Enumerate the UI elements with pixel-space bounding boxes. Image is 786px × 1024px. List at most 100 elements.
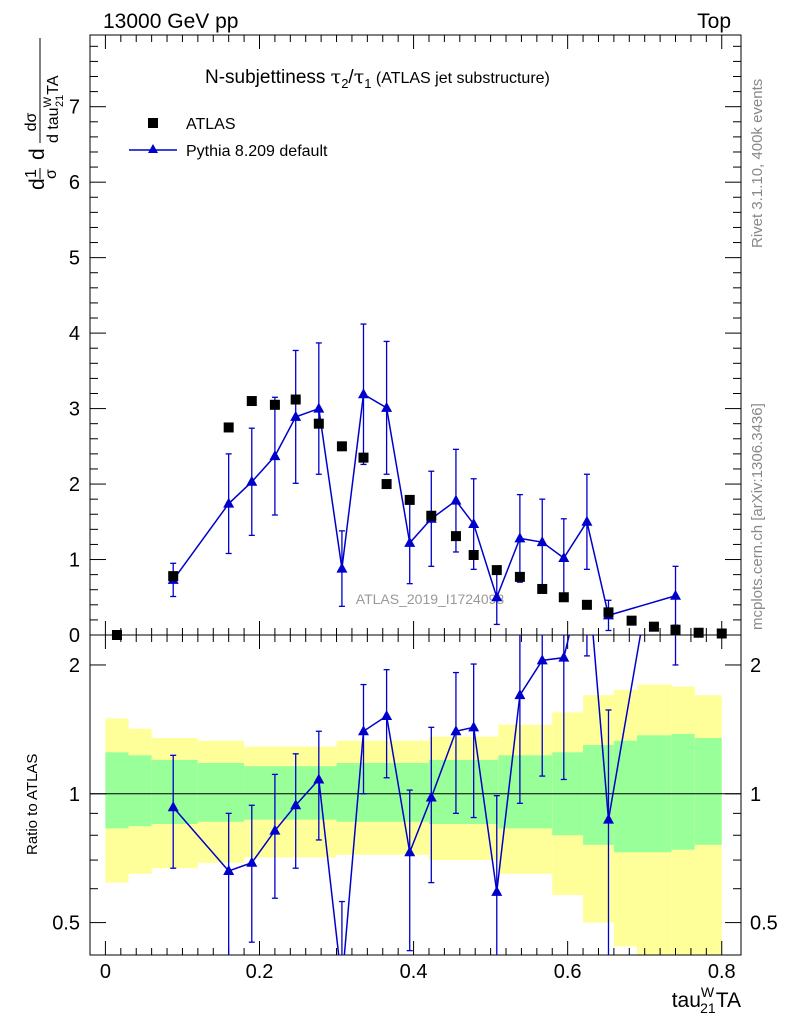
atlas-point — [603, 607, 614, 618]
band-green-12 — [671, 733, 695, 850]
pythia-point — [514, 532, 526, 543]
band-green-7 — [498, 755, 553, 829]
header-left: 13000 GeV pp — [103, 10, 238, 33]
xtick-label: 0 — [100, 961, 111, 983]
pythia-ratio-point — [313, 773, 325, 784]
atlas-point — [537, 583, 548, 594]
header-right: Top — [697, 10, 731, 33]
pythia-ratio-line — [172, 635, 642, 955]
atlas-point — [450, 531, 461, 542]
main-ytick-label: 2 — [69, 474, 80, 496]
atlas-point — [336, 441, 347, 452]
band-green-5 — [336, 763, 429, 822]
main-ytick-label: 7 — [69, 97, 80, 119]
atlas-point — [404, 494, 415, 505]
pythia-point — [290, 410, 302, 421]
band-green-3 — [197, 763, 245, 822]
xtick-label: 0.8 — [708, 961, 736, 983]
legend-pythia-marker — [148, 144, 158, 153]
analysis-watermark: ATLAS_2019_I1724098 — [356, 591, 505, 607]
ratio-ytick-label-left: 2 — [69, 655, 80, 677]
band-green-6 — [428, 759, 499, 824]
band-green-13 — [694, 738, 722, 845]
atlas-series-main — [111, 394, 727, 640]
legend-atlas-marker — [148, 118, 158, 128]
atlas-point — [491, 565, 502, 576]
xtick-label: 0.4 — [400, 961, 428, 983]
main-ytick-label: 5 — [69, 248, 80, 270]
svg-text:dσ: dσ — [23, 112, 40, 131]
pythia-ratio-point — [269, 824, 281, 835]
pythia-ratio-point — [167, 801, 179, 812]
pythia-ratio-point — [404, 846, 416, 857]
pythia-ratio-point — [290, 799, 302, 810]
main-ytick-label: 3 — [69, 399, 80, 421]
ratio-ytick-label-right: 1 — [750, 784, 761, 806]
pythia-ratio-point — [670, 426, 681, 436]
ratio-ytick-label-right: 2 — [750, 655, 761, 677]
mcplots-label: mcplots.cern.ch [arXiv:1306.3436] — [749, 403, 766, 630]
legend-atlas-label: ATLAS — [186, 116, 236, 133]
svg-text:1: 1 — [23, 169, 40, 178]
x-tick-labels: 0 0.2 0.4 0.6 0.8 — [100, 961, 736, 983]
ratio-frame — [89, 634, 742, 956]
ratio-ytick-label-right: 0.5 — [750, 913, 778, 935]
pythia-ratio-point — [514, 689, 526, 700]
atlas-point — [246, 396, 257, 407]
pythia-point — [670, 589, 682, 600]
pythia-point — [381, 401, 393, 412]
main-y-tick-labels: 0 1 2 3 4 5 6 7 — [69, 97, 80, 647]
pythia-series-main — [167, 323, 682, 632]
atlas-point — [581, 599, 592, 610]
main-ytick-label: 4 — [69, 323, 80, 345]
main-ytick-label: 1 — [69, 550, 80, 572]
pythia-point — [336, 562, 348, 573]
pythia-ratio-point — [450, 725, 462, 736]
pythia-ratio-point — [357, 725, 369, 736]
ratio-y-tick-labels: 0.5 0.5 1 1 2 2 — [52, 655, 778, 935]
atlas-point — [168, 571, 179, 582]
atlas-point — [648, 621, 659, 632]
pythia-point — [491, 591, 503, 602]
ratio-ytick-label-left: 0.5 — [52, 913, 80, 935]
pythia-ratio-point — [602, 813, 614, 824]
pythia-ratio-point — [223, 865, 235, 876]
ratio-y-axis-label: Ratio to ATLAS — [24, 754, 41, 855]
pythia-point — [404, 536, 416, 547]
pythia-point — [269, 450, 281, 461]
atlas-point — [558, 592, 569, 603]
band-green-0 — [105, 752, 129, 829]
atlas-point — [693, 627, 704, 638]
atlas-point — [111, 630, 122, 640]
chart-title: N-subjettiness τ2/τ1 (ATLAS jet substruc… — [205, 66, 550, 91]
atlas-point — [426, 510, 437, 521]
atlas-point — [468, 550, 479, 560]
pythia-ratio-point — [336, 978, 347, 988]
main-ytick-label: 0 — [69, 625, 80, 647]
atlas-point — [313, 418, 324, 429]
pythia-point — [581, 515, 593, 526]
ratio-axis-ticks — [90, 635, 741, 955]
pythia-point — [246, 475, 258, 486]
band-green-1 — [128, 755, 152, 827]
atlas-point — [381, 479, 392, 490]
atlas-point — [269, 399, 280, 410]
ratio-ytick-label-left: 1 — [69, 784, 80, 806]
pythia-ratio-point — [558, 651, 570, 662]
svg-text:d: d — [26, 178, 49, 190]
pythia-series-ratio — [167, 426, 681, 988]
pythia-ratio-point — [536, 654, 548, 665]
atlas-point — [670, 624, 681, 635]
atlas-point — [290, 394, 301, 405]
pythia-point — [558, 552, 570, 563]
pythia-ratio-clipped — [167, 426, 681, 988]
pythia-point — [313, 402, 325, 413]
svg-text:σ: σ — [43, 169, 60, 179]
atlas-point — [626, 615, 637, 626]
xtick-label: 0.2 — [246, 961, 274, 983]
pythia-ratio-point — [246, 856, 258, 867]
pythia-ratio-point — [425, 791, 437, 802]
pythia-point — [536, 536, 548, 547]
legend-pythia-label: Pythia 8.209 default — [186, 143, 328, 160]
